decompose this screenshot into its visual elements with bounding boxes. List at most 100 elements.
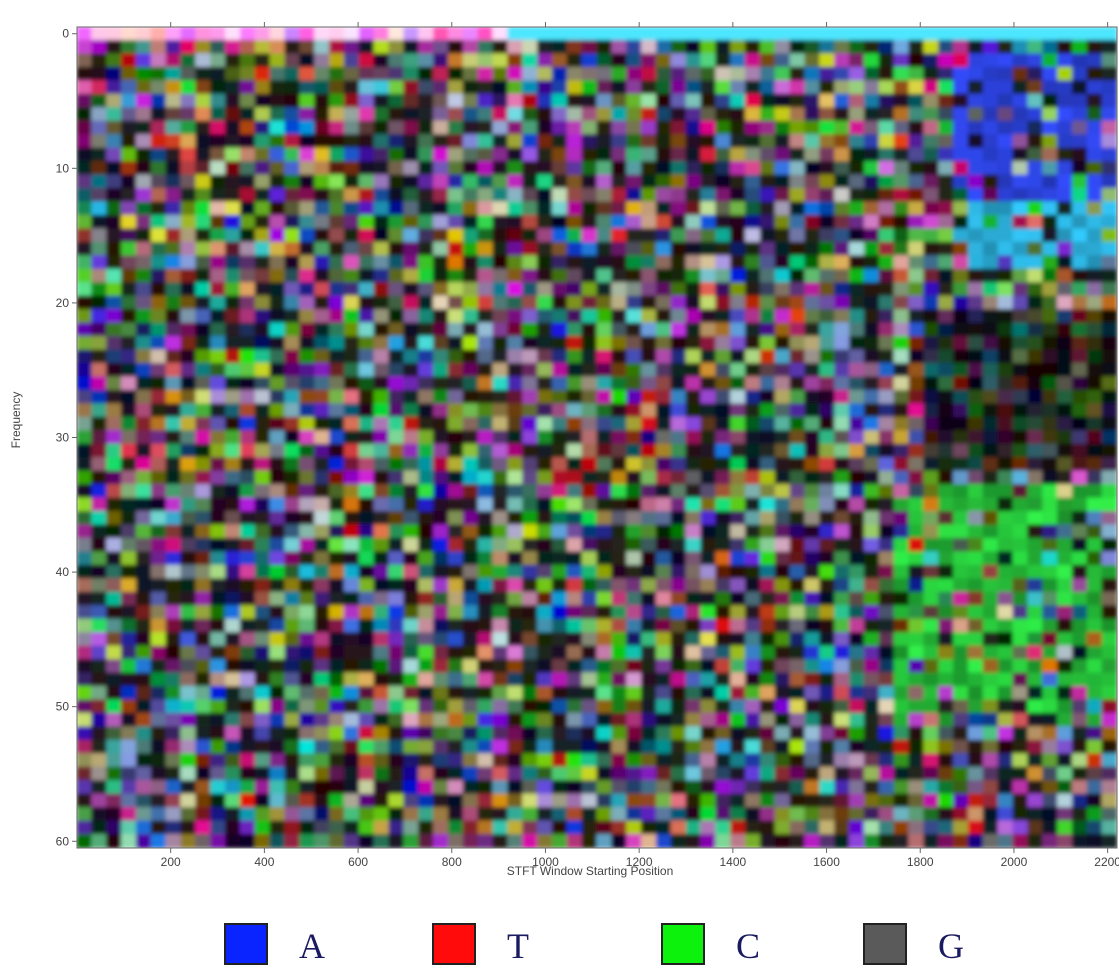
cell (626, 27, 643, 41)
cell (581, 174, 598, 190)
cell (1086, 497, 1103, 513)
cell (581, 282, 598, 297)
cell (789, 780, 806, 795)
cell (611, 282, 628, 297)
cell (299, 430, 316, 445)
cell (254, 201, 271, 216)
cell (165, 147, 182, 163)
cell (834, 376, 851, 391)
cell (774, 699, 791, 714)
cell (195, 659, 212, 674)
cell (150, 780, 167, 795)
cell (373, 497, 390, 513)
cell (745, 174, 761, 190)
cell (462, 403, 479, 418)
cell (849, 134, 865, 149)
cell (1042, 430, 1059, 445)
cell (537, 93, 553, 109)
cell (269, 295, 286, 311)
cell (581, 147, 598, 163)
cell (611, 659, 628, 674)
cell (789, 27, 806, 41)
cell (789, 214, 806, 230)
cell (195, 484, 212, 499)
cell (358, 80, 375, 95)
cell (180, 820, 197, 836)
cell (1042, 618, 1059, 634)
cell (121, 27, 137, 41)
cell (804, 134, 821, 149)
cell (269, 389, 286, 405)
x-axis-label: STFT Window Starting Position (507, 864, 674, 878)
cell (908, 53, 925, 68)
cell (418, 376, 435, 391)
cell (225, 834, 241, 848)
cell (106, 578, 123, 593)
cell (715, 322, 732, 338)
cell (329, 605, 345, 620)
cell (596, 120, 613, 136)
cell (492, 672, 509, 687)
cell (596, 793, 613, 809)
cell (863, 134, 880, 149)
cell (685, 201, 702, 216)
cell (388, 672, 405, 687)
cell (1012, 268, 1029, 284)
cell (106, 80, 123, 95)
cell (759, 228, 776, 243)
cell (863, 376, 880, 391)
cell (789, 201, 806, 216)
cell (982, 376, 999, 391)
cell (239, 389, 256, 405)
cell (343, 241, 360, 257)
cell (1012, 362, 1029, 378)
cell (210, 645, 227, 661)
cell (1057, 389, 1073, 405)
cell (299, 618, 316, 634)
cell (269, 672, 286, 687)
cell (433, 362, 449, 378)
cell (774, 564, 791, 580)
cell (670, 389, 687, 405)
cell (715, 120, 732, 136)
cell (284, 834, 301, 848)
cell (626, 295, 643, 311)
cell (447, 241, 464, 257)
cell (210, 134, 227, 149)
cell (1086, 685, 1103, 701)
cell (314, 80, 331, 95)
cell (299, 766, 316, 782)
cell (819, 511, 836, 526)
cell (1027, 322, 1044, 338)
cell (626, 174, 643, 190)
cell (106, 201, 123, 216)
cell (462, 591, 479, 607)
cell (967, 336, 984, 351)
cell (314, 537, 331, 553)
cell (1101, 188, 1117, 203)
cell (566, 443, 583, 459)
cell (403, 80, 420, 95)
cell (447, 295, 464, 311)
cell (492, 66, 509, 82)
cell (343, 362, 360, 378)
cell (923, 807, 940, 822)
cell (433, 376, 449, 391)
cell (314, 201, 331, 216)
cell (210, 403, 227, 418)
cell (180, 712, 197, 728)
cell (537, 416, 553, 432)
cell (1086, 564, 1103, 580)
cell (106, 214, 123, 230)
cell (655, 672, 672, 687)
cell (195, 511, 212, 526)
cell (418, 578, 435, 593)
cell (804, 416, 821, 432)
cell (685, 107, 702, 122)
cell (715, 497, 732, 513)
cell (804, 618, 821, 634)
cell (180, 295, 197, 311)
cell (210, 672, 227, 687)
cell (641, 147, 657, 163)
cell (774, 497, 791, 513)
